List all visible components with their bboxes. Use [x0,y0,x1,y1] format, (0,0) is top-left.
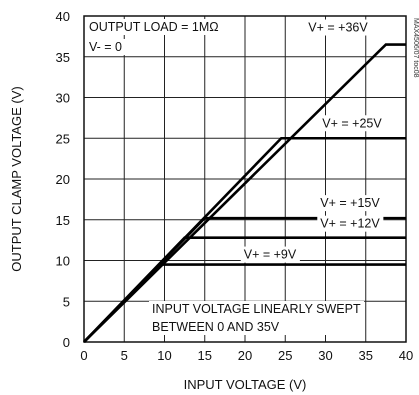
series-label: V+ = +25V [322,116,382,130]
y-tick-label: 40 [56,9,70,24]
x-tick-label: 20 [238,348,252,363]
series-label: V+ = +9V [244,248,297,262]
x-tick-label: 40 [399,348,413,363]
series-line [83,263,406,343]
series-label-bg [319,115,386,132]
sweep-note-line1: INPUT VOLTAGE LINEARLY SWEPT [152,302,361,316]
y-tick-label: 0 [63,335,70,350]
y-tick-label: 25 [56,131,70,146]
x-axis-title: INPUT VOLTAGE (V) [184,377,307,392]
y-axis-title: OUTPUT CLAMP VOLTAGE (V) [9,86,24,271]
y-tick-label: 10 [56,254,70,269]
x-tick-label: 15 [198,348,212,363]
vminus-label-bg [86,39,126,55]
sweep-note-line2: BETWEEN 0 AND 35V [152,320,280,334]
x-tick-label: 35 [359,348,373,363]
x-tick-label: 25 [278,348,292,363]
x-axis-ticks: 0 5 10 15 20 25 30 35 40 [80,348,413,363]
y-tick-label: 30 [56,91,70,106]
y-tick-label: 5 [63,294,70,309]
y-axis-ticks: 0 5 10 15 20 25 30 35 40 [56,9,70,350]
series-labels: V+ = +36V V+ = +25V V+ = +15V V+ = +12V V+ =… [240,19,386,263]
x-tick-label: 10 [157,348,171,363]
series-label-bg [317,215,384,232]
plot-frame [83,15,407,343]
y-tick-label: 15 [56,213,70,228]
series-label: V+ = +36V [308,21,368,35]
series-line [83,43,406,343]
grid [84,16,406,342]
y-tick-label: 20 [56,172,70,187]
x-tick-label: 0 [80,348,87,363]
x-tick-label: 30 [318,348,332,363]
load-label-bg [86,19,222,35]
series-label-bg [240,246,300,263]
y-tick-label: 35 [56,50,70,65]
vminus-label: V- = 0 [89,40,122,54]
figure-code: MAX4506/07 toc08 [412,18,419,78]
series-label: V+ = +15V [320,196,380,210]
series-label: V+ = +12V [320,217,380,231]
x-tick-label: 5 [121,348,128,363]
output-load-label: OUTPUT LOAD = 1MΩ [89,20,219,34]
sweep-note-bg [149,301,364,335]
series-label-bg [305,19,372,36]
series-label-bg [317,195,384,212]
